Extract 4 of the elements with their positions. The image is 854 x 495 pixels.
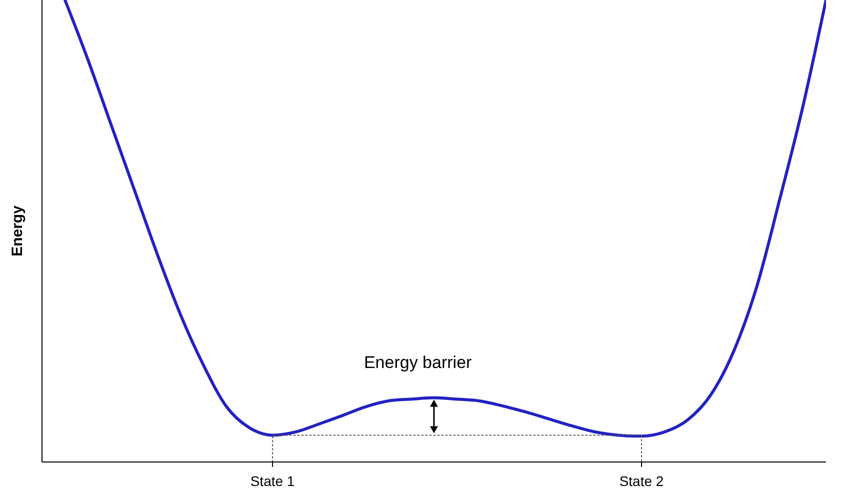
annotation: Energy barrier bbox=[364, 352, 472, 372]
y-axis-title: Energy bbox=[9, 204, 26, 256]
x-tick-label: State 2 bbox=[619, 473, 664, 489]
x-tick-label: State 1 bbox=[250, 473, 295, 489]
